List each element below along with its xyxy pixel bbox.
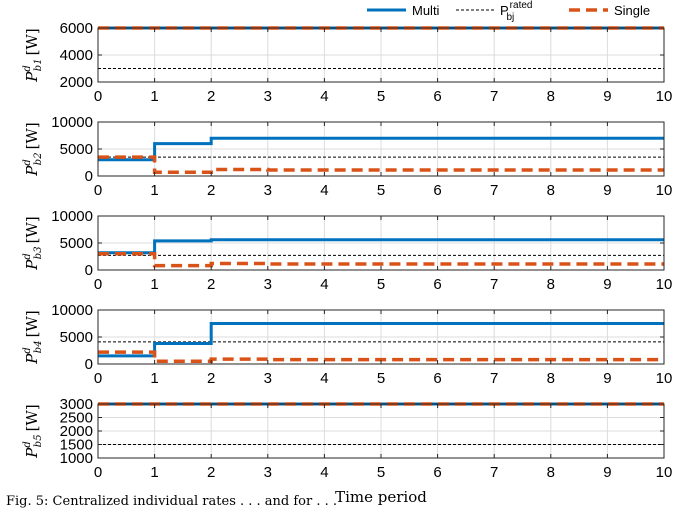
y-axis-label: Pdb1[W] [22, 28, 44, 82]
x-tick-label: 5 [377, 464, 385, 481]
x-tick-label: 4 [320, 182, 328, 199]
x-tick-label: 9 [603, 182, 611, 199]
x-tick-label: 10 [656, 370, 673, 387]
x-tick-label: 6 [433, 464, 441, 481]
y-tick-label: 10000 [51, 208, 93, 225]
x-tick-label: 4 [320, 276, 328, 293]
x-tick-label: 4 [320, 88, 328, 105]
x-tick-label: 9 [603, 276, 611, 293]
y-tick-label: 2000 [60, 423, 93, 440]
y-tick-label: 5000 [60, 329, 93, 346]
x-tick-label: 2 [207, 464, 215, 481]
panel-2: 0 1 2 3 4 5 6 7 8 9 10 0 5000 10000 Pdb2[W] [22, 114, 672, 199]
y-tick-label: 0 [85, 168, 93, 185]
legend: Multi Prated bj Single [367, 0, 650, 23]
x-tick-label: 8 [547, 276, 555, 293]
x-tick-label: 7 [490, 182, 498, 199]
y-tick-label: 4000 [60, 47, 93, 64]
x-tick-label: 1 [150, 182, 158, 199]
multi-series-line [98, 136, 664, 162]
legend-rated-label: Prated bj [500, 0, 532, 23]
x-tick-label: 3 [264, 276, 272, 293]
x-tick-label: 2 [207, 276, 215, 293]
x-tick-label: 10 [656, 182, 673, 199]
x-tick-label: 10 [656, 464, 673, 481]
panel-4: 0 1 2 3 4 5 6 7 8 9 10 0 5000 10000 Pdb4[W] [22, 302, 672, 387]
legend-multi-label: Multi [412, 3, 440, 18]
x-tick-label: 1 [150, 88, 158, 105]
x-tick-label: 5 [377, 88, 385, 105]
y-axis-label: Pdb5[W] [22, 404, 44, 458]
x-tick-label: 7 [490, 464, 498, 481]
x-tick-label: 3 [264, 370, 272, 387]
x-tick-label: 6 [433, 276, 441, 293]
x-tick-label: 4 [320, 370, 328, 387]
x-tick-label: 0 [94, 88, 102, 105]
y-tick-label: 2500 [60, 410, 93, 427]
x-tick-label: 6 [433, 370, 441, 387]
single-series-line [98, 155, 664, 174]
panel-3: 0 1 2 3 4 5 6 7 8 9 10 0 5000 10000 Pdb3[W] [22, 208, 672, 293]
x-tick-label: 7 [490, 276, 498, 293]
x-tick-label: 8 [547, 182, 555, 199]
x-tick-label: 9 [603, 88, 611, 105]
y-tick-label: 0 [85, 262, 93, 279]
y-tick-label: 2000 [60, 74, 93, 91]
x-tick-label: 5 [377, 370, 385, 387]
x-tick-label: 7 [490, 370, 498, 387]
x-tick-label: 10 [656, 276, 673, 293]
x-tick-label: 6 [433, 88, 441, 105]
x-tick-label: 0 [94, 370, 102, 387]
x-tick-label: 2 [207, 88, 215, 105]
x-tick-label: 8 [547, 88, 555, 105]
y-axis-label: Pdb3[W] [22, 216, 44, 270]
x-tick-label: 2 [207, 370, 215, 387]
x-tick-label: 5 [377, 276, 385, 293]
multi-series-line [98, 238, 664, 255]
x-tick-label: 9 [603, 464, 611, 481]
y-tick-label: 3000 [60, 396, 93, 413]
x-tick-label: 10 [656, 88, 673, 105]
y-tick-label: 0 [85, 356, 93, 373]
x-tick-label: 1 [150, 276, 158, 293]
y-axis-label: Pdb4[W] [22, 310, 44, 364]
x-tick-label: 0 [94, 276, 102, 293]
x-tick-label: 0 [94, 464, 102, 481]
y-tick-label: 1000 [60, 450, 93, 467]
y-tick-label: 10000 [51, 114, 93, 131]
x-tick-label: 3 [264, 88, 272, 105]
x-tick-label: 4 [320, 464, 328, 481]
single-series-line [98, 350, 664, 364]
x-tick-label: 1 [150, 370, 158, 387]
multi-series-line [98, 322, 664, 358]
x-tick-label: 3 [264, 182, 272, 199]
x-tick-label: 1 [150, 464, 158, 481]
x-tick-label: 6 [433, 182, 441, 199]
x-tick-label: 9 [603, 370, 611, 387]
x-tick-label: 2 [207, 182, 215, 199]
legend-single-label: Single [614, 3, 650, 18]
y-tick-label: 5000 [60, 235, 93, 252]
y-tick-label: 5000 [60, 141, 93, 158]
single-series-line [98, 252, 664, 268]
x-tick-label: 8 [547, 464, 555, 481]
y-tick-label: 6000 [60, 20, 93, 37]
x-tick-label: 5 [377, 182, 385, 199]
y-tick-label: 10000 [51, 302, 93, 319]
y-tick-label: 1500 [60, 437, 93, 454]
x-tick-label: 7 [490, 88, 498, 105]
figure-caption: Fig. 5: Centralized individual rates . .… [6, 494, 338, 509]
x-tick-label: 0 [94, 182, 102, 199]
x-axis-label: Time period [335, 488, 427, 506]
y-axis-label: Pdb2[W] [22, 122, 44, 176]
x-tick-label: 3 [264, 464, 272, 481]
x-tick-label: 8 [547, 370, 555, 387]
panel-1: 0 1 2 3 4 5 6 7 8 9 10 2000 4000 6000 Pdb1[W] [22, 20, 672, 105]
